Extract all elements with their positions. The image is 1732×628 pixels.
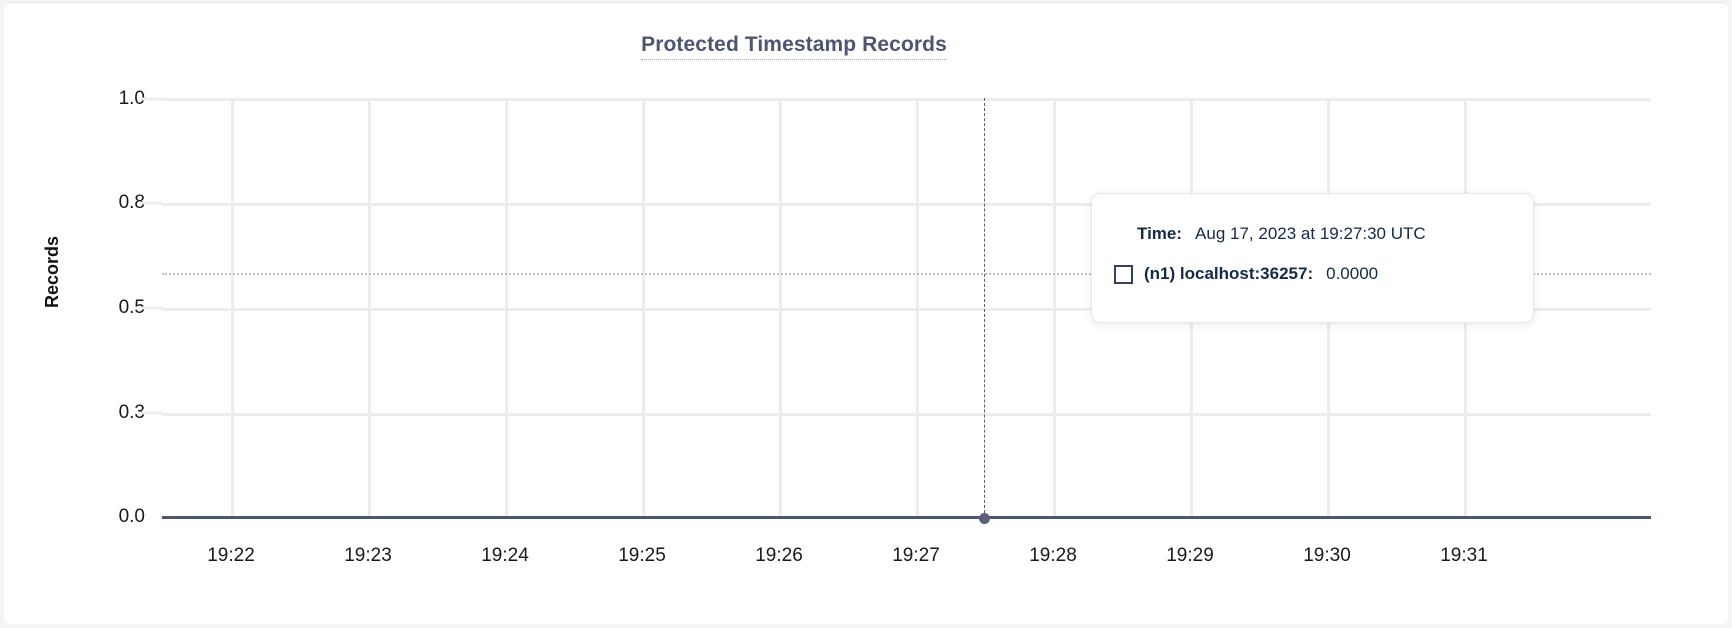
x-axis-tick-2: 19:24 [481,545,529,566]
gridline-vertical [1053,98,1056,518]
x-axis-tick-1: 19:23 [344,545,392,566]
x-axis-tick-0: 19:22 [207,545,255,566]
y-axis-tick-4: 0.0 [118,506,145,527]
x-axis-tick-5: 19:27 [892,545,940,566]
x-axis-tick-3: 19:25 [618,545,666,566]
tooltip-time-value: Aug 17, 2023 at 19:27:30 UTC [1195,224,1426,243]
x-axis-tick-7: 19:29 [1166,545,1214,566]
gridline-vertical [779,98,782,518]
gridline-vertical [505,98,508,518]
x-axis-tick-9: 19:31 [1440,545,1488,566]
y-tick-mark-1 [140,201,162,205]
y-axis-tick-0: 1.0 [118,88,145,109]
gridline-vertical [642,98,645,518]
y-axis-tick-3: 0.3 [118,402,145,423]
tooltip-time-label: Time: [1137,224,1183,243]
y-axis-tick-2: 0.5 [118,297,145,318]
series-hover-point[interactable] [978,512,990,524]
series-swatch-icon [1114,264,1133,284]
gridline-vertical [916,98,919,518]
tooltip-series-label: (n1) localhost:36257: [1144,264,1314,283]
gridline-horizontal [162,413,1651,416]
gridline-vertical [231,98,234,518]
y-tick-mark-2 [140,306,162,310]
crosshair-horizontal [162,273,1651,275]
y-tick-mark-3 [140,411,162,415]
x-axis-tick-6: 19:28 [1029,545,1077,566]
gridline-horizontal [162,98,1651,101]
gridline-horizontal [162,308,1651,311]
y-axis-tick-1: 0.8 [118,192,145,213]
gridline-vertical [368,98,371,518]
page-title: Protected Timestamp Records [4,33,1584,60]
tooltip-series-value: 0.0000 [1326,264,1379,283]
gridline-horizontal [162,203,1651,206]
y-tick-mark-0 [140,97,162,101]
series-line-n1-localhost-36257 [162,516,1651,519]
chart-title-text: Protected Timestamp Records [641,33,947,60]
chart-card: Protected Timestamp Records Records 1.0 … [4,2,1728,624]
x-axis-tick-4: 19:26 [755,545,803,566]
tooltip-series-row: (n1) localhost:36257: 0.0000 [1114,264,1378,284]
tooltip-time-row: Time: Aug 17, 2023 at 19:27:30 UTC [1137,224,1426,244]
chart-tooltip: Time: Aug 17, 2023 at 19:27:30 UTC (n1) … [1091,193,1534,323]
x-axis-tick-8: 19:30 [1303,545,1351,566]
crosshair-vertical [984,98,985,518]
